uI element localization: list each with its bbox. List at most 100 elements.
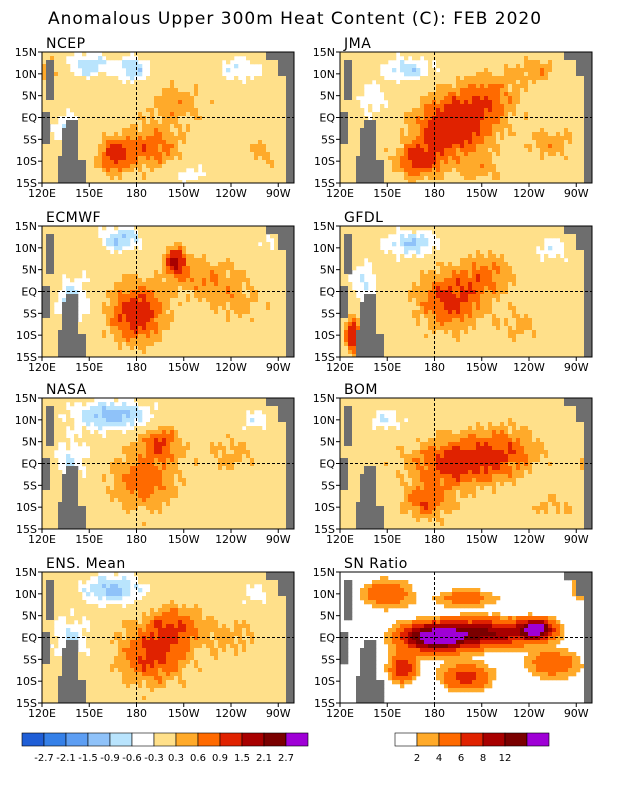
- data-cell: [278, 96, 283, 101]
- data-cell: [158, 80, 163, 85]
- data-cell: [344, 52, 349, 57]
- data-cell: [428, 144, 433, 149]
- data-cell: [54, 56, 59, 61]
- data-cell: [428, 140, 433, 145]
- data-cell: [464, 168, 469, 173]
- data-cell: [202, 278, 207, 283]
- data-cell: [544, 180, 549, 183]
- data-cell: [400, 64, 405, 69]
- data-cell: [392, 56, 397, 61]
- data-cell: [448, 104, 453, 109]
- data-cell: [150, 258, 155, 263]
- data-cell: [58, 274, 63, 279]
- data-cell: [190, 278, 195, 283]
- data-cell: [440, 68, 445, 73]
- data-cell: [198, 96, 203, 101]
- data-cell: [178, 96, 183, 101]
- data-cell: [424, 52, 429, 57]
- data-cell: [246, 52, 251, 57]
- data-cell: [552, 124, 557, 129]
- data-cell: [174, 104, 179, 109]
- data-cell: [584, 156, 589, 161]
- data-cell: [58, 52, 63, 57]
- data-cell: [468, 100, 473, 105]
- data-cell: [392, 140, 397, 145]
- data-cell: [274, 56, 279, 61]
- data-cell: [258, 136, 263, 141]
- data-cell: [46, 116, 51, 121]
- data-cell: [162, 274, 167, 279]
- data-cell: [214, 80, 219, 85]
- data-cell: [496, 160, 501, 165]
- y-tick-label: 5S: [23, 133, 37, 146]
- data-cell: [214, 168, 219, 173]
- data-cell: [480, 112, 485, 117]
- data-cell: [226, 282, 231, 287]
- data-cell: [54, 104, 59, 109]
- data-cell: [114, 246, 119, 251]
- data-cell: [576, 128, 581, 133]
- data-cell: [572, 76, 577, 81]
- data-cell: [170, 88, 175, 93]
- data-cell: [476, 144, 481, 149]
- data-cell: [564, 92, 569, 97]
- data-cell: [230, 132, 235, 137]
- data-cell: [504, 128, 509, 133]
- data-cell: [134, 124, 139, 129]
- data-cell: [66, 266, 71, 271]
- data-cell: [194, 92, 199, 97]
- data-cell: [532, 112, 537, 117]
- data-cell: [286, 246, 291, 251]
- data-cell: [82, 144, 87, 149]
- data-cell: [440, 120, 445, 125]
- data-cell: [282, 164, 287, 169]
- data-cell: [348, 160, 353, 165]
- data-cell: [476, 128, 481, 133]
- data-cell: [404, 100, 409, 105]
- data-cell: [194, 84, 199, 89]
- data-cell: [54, 72, 59, 77]
- data-cell: [102, 266, 107, 271]
- data-cell: [226, 60, 231, 65]
- data-cell: [560, 72, 565, 77]
- data-cell: [150, 136, 155, 141]
- data-cell: [46, 132, 51, 137]
- data-cell: [178, 266, 183, 271]
- data-cell: [352, 160, 357, 165]
- data-cell: [536, 64, 541, 69]
- data-cell: [344, 72, 349, 77]
- data-cell: [126, 180, 131, 183]
- data-cell: [416, 140, 421, 145]
- data-cell: [230, 136, 235, 141]
- data-cell: [528, 156, 533, 161]
- data-cell: [460, 160, 465, 165]
- data-cell: [90, 176, 95, 181]
- data-cell: [282, 262, 287, 267]
- data-cell: [206, 64, 211, 69]
- data-cell: [154, 88, 159, 93]
- data-cell: [242, 116, 247, 121]
- data-cell: [360, 116, 365, 121]
- data-cell: [62, 230, 67, 235]
- data-cell: [114, 270, 119, 275]
- data-cell: [46, 254, 51, 259]
- data-cell: [344, 104, 349, 109]
- data-cell: [90, 282, 95, 287]
- data-cell: [532, 152, 537, 157]
- data-cell: [98, 164, 103, 169]
- data-cell: [210, 108, 215, 113]
- data-cell: [560, 148, 565, 153]
- data-cell: [114, 100, 119, 105]
- data-cell: [376, 144, 381, 149]
- data-cell: [290, 164, 294, 169]
- data-cell: [360, 92, 365, 97]
- data-cell: [54, 254, 59, 259]
- data-cell: [384, 128, 389, 133]
- data-cell: [512, 160, 517, 165]
- data-cell: [70, 234, 75, 239]
- data-cell: [250, 172, 255, 177]
- data-cell: [178, 168, 183, 173]
- data-cell: [138, 120, 143, 125]
- data-cell: [162, 140, 167, 145]
- data-cell: [348, 176, 353, 181]
